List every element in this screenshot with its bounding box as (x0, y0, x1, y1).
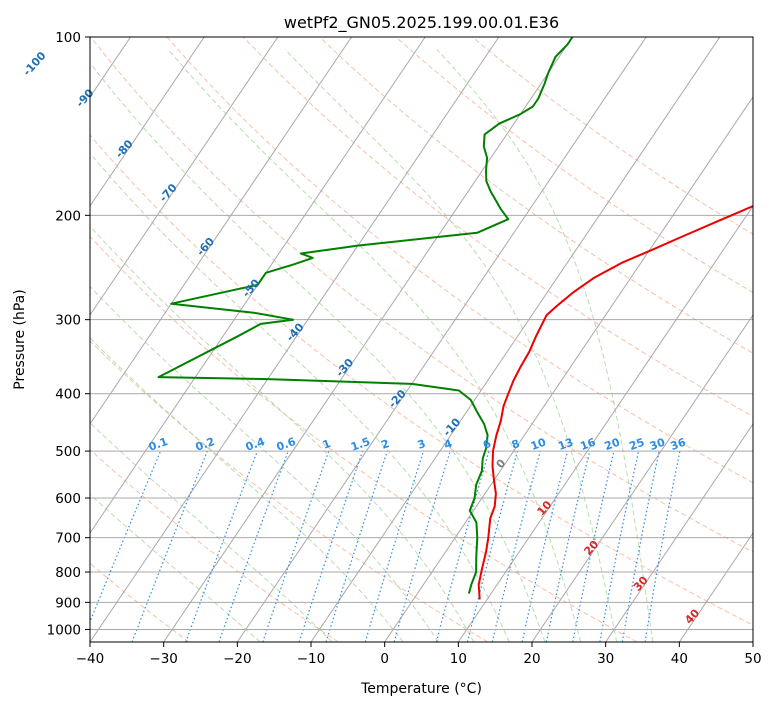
x-tick-label: −40 (76, 651, 105, 667)
moist-adiabat (90, 152, 510, 642)
y-tick-label: 700 (55, 531, 81, 547)
isotherm-line (90, 37, 426, 534)
x-tick-label: 40 (671, 651, 688, 667)
pressure-gridlines (90, 37, 753, 630)
y-tick-label: 100 (55, 30, 81, 46)
mixing-ratio-label: 30 (648, 436, 667, 454)
dry-adiabat (90, 562, 190, 642)
isotherm-line (678, 532, 753, 642)
isotherm-line (531, 314, 753, 642)
mixing-ratio-line (364, 450, 425, 642)
mixing-ratio-label: 0.6 (275, 435, 298, 454)
mixing-ratio-line (298, 450, 364, 642)
x-tick-label: −20 (223, 651, 252, 667)
background-reference-lines (0, 37, 753, 642)
mixing-ratio-label: 3 (416, 437, 428, 452)
isotherm-line (752, 641, 753, 642)
y-tick-label: 900 (55, 595, 81, 611)
mixing-ratio-line (572, 450, 615, 642)
mixing-ratio-label: 0.1 (147, 435, 170, 454)
temperature-profile (477, 204, 753, 600)
dry-adiabat (166, 37, 753, 484)
y-axis-label: Pressure (hPa) (12, 289, 28, 389)
x-tick-label: −30 (149, 651, 178, 667)
dry-adiabat (90, 235, 638, 642)
isotherm-line (90, 37, 205, 207)
x-tick-label: 20 (523, 651, 540, 667)
dewpoint-profile (157, 37, 574, 594)
y-tick-label: 500 (55, 444, 81, 460)
mixing-ratio-label: 20 (603, 436, 622, 454)
y-tick-label: 800 (55, 565, 81, 581)
mixing-ratio-line (262, 450, 330, 642)
y-tick-label: 1000 (47, 622, 81, 638)
x-tick-label: 30 (597, 651, 614, 667)
mixing-ratio-label: 0.2 (194, 435, 217, 454)
moist-adiabat (90, 285, 439, 642)
isotherm-line (457, 205, 753, 642)
plot-background (90, 37, 753, 642)
mixing-ratio-line (90, 450, 162, 624)
moist-adiabat (284, 49, 618, 642)
x-axis-label: Temperature (°C) (360, 681, 482, 697)
mixing-ratio-label: 2 (379, 437, 391, 452)
moist-adiabat (90, 422, 333, 642)
mixing-ratio-line (491, 450, 541, 642)
y-tick-label: 600 (55, 491, 81, 507)
y-axis-ticks: 100 200 300 400 500 600 700 800 900 1000 (47, 30, 90, 638)
mixing-ratio-label: 1 (321, 437, 333, 452)
isotherm-label: -100 (21, 49, 49, 78)
chart-title: wetPf2_GN05.2025.199.00.01.E36 (284, 13, 559, 33)
y-tick-label: 300 (55, 313, 81, 329)
dry-adiabat (90, 37, 753, 553)
dry-adiabat (319, 37, 753, 354)
mixing-ratio-line (218, 450, 289, 642)
mixing-ratio-label: 4 (442, 437, 454, 452)
mixing-ratio-label: 0.4 (244, 435, 267, 454)
mixing-ratio-line (131, 450, 208, 642)
isotherm-line (236, 37, 647, 642)
mixing-ratio-label: 16 (578, 436, 597, 454)
x-tick-label: 10 (450, 651, 467, 667)
mixing-ratio-label: 6 (481, 437, 493, 452)
x-tick-label: 50 (744, 651, 761, 667)
isotherm-line (90, 37, 279, 316)
isotherm-line (605, 423, 753, 642)
mixing-ratio-line (185, 450, 258, 642)
mixing-ratio-line (325, 450, 388, 642)
mixing-ratio-line (393, 450, 451, 642)
mixing-ratio-label: 25 (627, 436, 646, 453)
isotherm-line (0, 37, 57, 642)
x-tick-label: 0 (380, 651, 389, 667)
mixing-ratio-label: 13 (556, 436, 575, 453)
mixing-ratio-label: 36 (669, 436, 688, 454)
isotherm-line (90, 37, 500, 642)
mixing-ratio-line (435, 450, 490, 642)
x-tick-label: −10 (297, 651, 326, 667)
isotherm-line (163, 37, 573, 642)
moist-adiabat (167, 49, 582, 642)
mixing-ratio-label: 10 (529, 436, 548, 454)
dry-adiabat (90, 134, 753, 626)
y-tick-label: 200 (55, 208, 81, 224)
moist-adiabat (90, 225, 475, 642)
sounding-profiles (157, 37, 753, 600)
isotherm-line (310, 37, 721, 642)
y-tick-label: 400 (55, 387, 81, 403)
mixing-ratio-label: 1.5 (349, 435, 372, 454)
x-axis-ticks: −40 −30 −20 −10 0 10 20 30 40 50 (76, 642, 762, 667)
isotherm-line (384, 96, 753, 642)
plot-frame (89, 36, 754, 643)
isotherm-line (90, 37, 352, 425)
mixing-ratio-label: 8 (510, 437, 522, 452)
mixing-ratio-line (545, 450, 591, 642)
mixing-ratio-line (521, 450, 569, 642)
mixing-ratio-line (466, 450, 519, 642)
